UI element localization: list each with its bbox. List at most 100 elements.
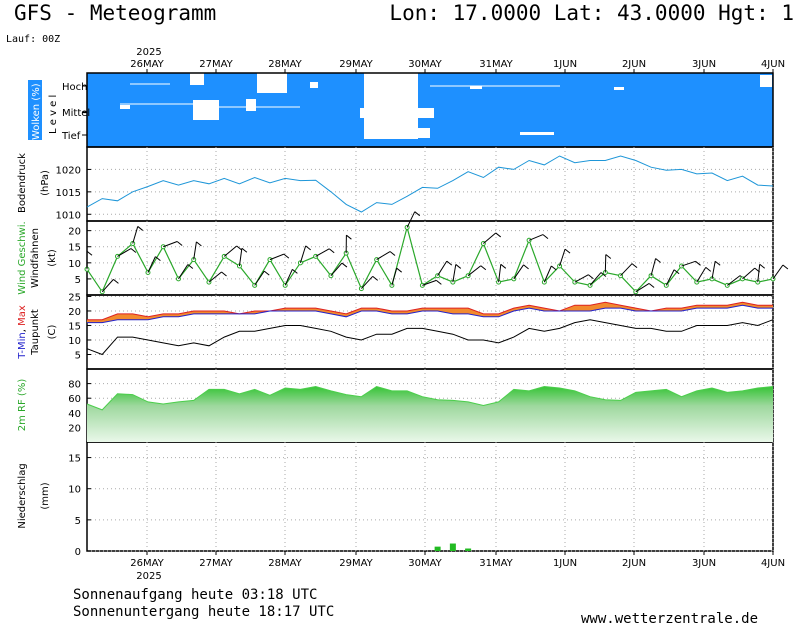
wind-barb-feather bbox=[501, 264, 506, 268]
wind-barb bbox=[117, 249, 130, 257]
wind-barb bbox=[407, 212, 415, 228]
wind-barb-feather bbox=[496, 233, 501, 237]
date-tick-label-bottom: 31MAY bbox=[479, 558, 513, 569]
date-tick-label-bottom: 30MAY bbox=[408, 558, 442, 569]
date-tick-label-bottom: 26MAY bbox=[130, 558, 164, 569]
y-tick-label: 15 bbox=[68, 243, 81, 254]
wind-barb bbox=[194, 242, 197, 260]
panel-frame bbox=[87, 295, 773, 369]
cloud-level-label: Tief bbox=[61, 131, 81, 142]
wind-barb-feather bbox=[390, 252, 395, 256]
wind-barb-feather bbox=[656, 258, 661, 262]
y-tick-label: 1020 bbox=[56, 165, 81, 176]
wind-speed-axis-title: Wind Geschwi. bbox=[17, 221, 28, 294]
date-tick-label-top: 28MAY bbox=[268, 59, 302, 70]
cloud-gap bbox=[257, 73, 287, 93]
wind-barb bbox=[133, 226, 138, 243]
wind-barb bbox=[529, 235, 543, 241]
precipitation-bar bbox=[450, 544, 456, 551]
precipitation-bar bbox=[435, 547, 441, 551]
wind-barb bbox=[712, 261, 715, 279]
temperature-unit-label: (C) bbox=[47, 325, 58, 340]
wind-barb-feather bbox=[783, 265, 788, 269]
wind-barb-feather bbox=[551, 266, 556, 270]
year-label-bottom: 2025 bbox=[136, 571, 161, 582]
y-tick-label: 1010 bbox=[56, 210, 81, 221]
y-tick-label: 0 bbox=[75, 547, 81, 558]
wind-barb bbox=[544, 266, 551, 282]
wind-barb-feather bbox=[760, 264, 765, 268]
pressure-series-line bbox=[87, 156, 773, 212]
date-tick-label-top: 27MAY bbox=[199, 59, 233, 70]
y-tick-label: 5 bbox=[75, 516, 81, 527]
wind-barb-feather bbox=[456, 264, 461, 268]
date-tick-label-bottom: 4JUN bbox=[761, 558, 785, 569]
wind-barb bbox=[453, 264, 456, 282]
precipitation-axis-title: Niederschlag bbox=[17, 463, 28, 528]
y-tick-label: 25 bbox=[68, 292, 81, 303]
wind-barb bbox=[316, 249, 330, 257]
date-tick-label-bottom: 3JUN bbox=[692, 558, 716, 569]
cloud-level-label: Mittel bbox=[62, 108, 90, 119]
y-tick-label: 40 bbox=[68, 409, 81, 420]
temperature-range-band bbox=[87, 302, 773, 322]
wind-barb-feather bbox=[524, 265, 529, 269]
wind-barb-feather bbox=[346, 235, 351, 239]
date-tick-label-top: 29MAY bbox=[339, 59, 373, 70]
wind-barb-feather bbox=[632, 264, 637, 268]
y-tick-label: 10 bbox=[68, 259, 81, 270]
panel-frame bbox=[87, 221, 773, 295]
date-tick-label-top: 3JUN bbox=[692, 59, 716, 70]
wind-barb bbox=[239, 248, 241, 266]
wind-barb bbox=[483, 233, 495, 244]
wind-barb bbox=[621, 264, 632, 276]
precipitation-unit-label: (mm) bbox=[40, 482, 51, 509]
cloud-gap bbox=[120, 105, 130, 109]
wind-barb bbox=[163, 242, 177, 247]
date-tick-label-bottom: 1JUN bbox=[553, 558, 577, 569]
wind-barb-feather bbox=[222, 272, 227, 276]
wind-barb bbox=[270, 254, 284, 259]
sunset-text: Sonnenuntergang heute 18:17 UTC bbox=[73, 604, 334, 620]
wind-barb bbox=[255, 271, 265, 285]
date-tick-label-bottom: 2JUN bbox=[622, 558, 646, 569]
precipitation-bar bbox=[465, 549, 471, 551]
wind-barb-feather bbox=[177, 242, 182, 246]
temperature-axis-title: T-Min, Max bbox=[17, 305, 28, 360]
wind-barb-feather bbox=[196, 242, 201, 246]
y-tick-label: 20 bbox=[68, 307, 81, 318]
wind-barb bbox=[560, 249, 565, 266]
date-tick-label-top: 4JUN bbox=[761, 59, 785, 70]
wind-barb bbox=[285, 269, 292, 285]
date-tick-label-bottom: 28MAY bbox=[268, 558, 302, 569]
date-tick-label-top: 30MAY bbox=[408, 59, 442, 70]
wind-barb-feather bbox=[565, 249, 570, 253]
cloud-gap bbox=[193, 100, 219, 120]
humidity-axis-title: 2m RF (%) bbox=[17, 379, 28, 432]
date-tick-label-top: 2JUN bbox=[622, 59, 646, 70]
wind-barb-feather bbox=[306, 246, 311, 250]
y-tick-label: 1015 bbox=[56, 188, 81, 199]
y-tick-label: 10 bbox=[68, 485, 81, 496]
wind-barb bbox=[209, 272, 222, 282]
wind-barb bbox=[331, 263, 342, 276]
date-tick-label-top: 1JUN bbox=[553, 59, 577, 70]
wind-barb-feather bbox=[649, 283, 654, 287]
date-tick-label-top: 31MAY bbox=[479, 59, 513, 70]
wind-barb-feather bbox=[543, 235, 548, 239]
pressure-unit-label: (hPa) bbox=[40, 170, 51, 196]
y-tick-label: 10 bbox=[68, 336, 81, 347]
wind-barb-feather bbox=[606, 254, 611, 258]
wind-barb-feather bbox=[138, 226, 143, 230]
date-tick-label-bottom: 29MAY bbox=[339, 558, 373, 569]
humidity-area bbox=[87, 387, 773, 442]
cloud-gap bbox=[360, 108, 434, 118]
dewpoint-axis-title: Taupunkt bbox=[30, 309, 41, 356]
cloud-level-label: Hoch bbox=[62, 82, 87, 93]
wind-barb-feather bbox=[373, 276, 378, 280]
cloud-gap bbox=[310, 82, 318, 88]
cloud-axis-title: Wolken (%) bbox=[31, 83, 42, 140]
wind-barb-feather bbox=[481, 266, 486, 270]
wind-barb-feather bbox=[415, 212, 420, 216]
wind-barb bbox=[377, 252, 390, 260]
